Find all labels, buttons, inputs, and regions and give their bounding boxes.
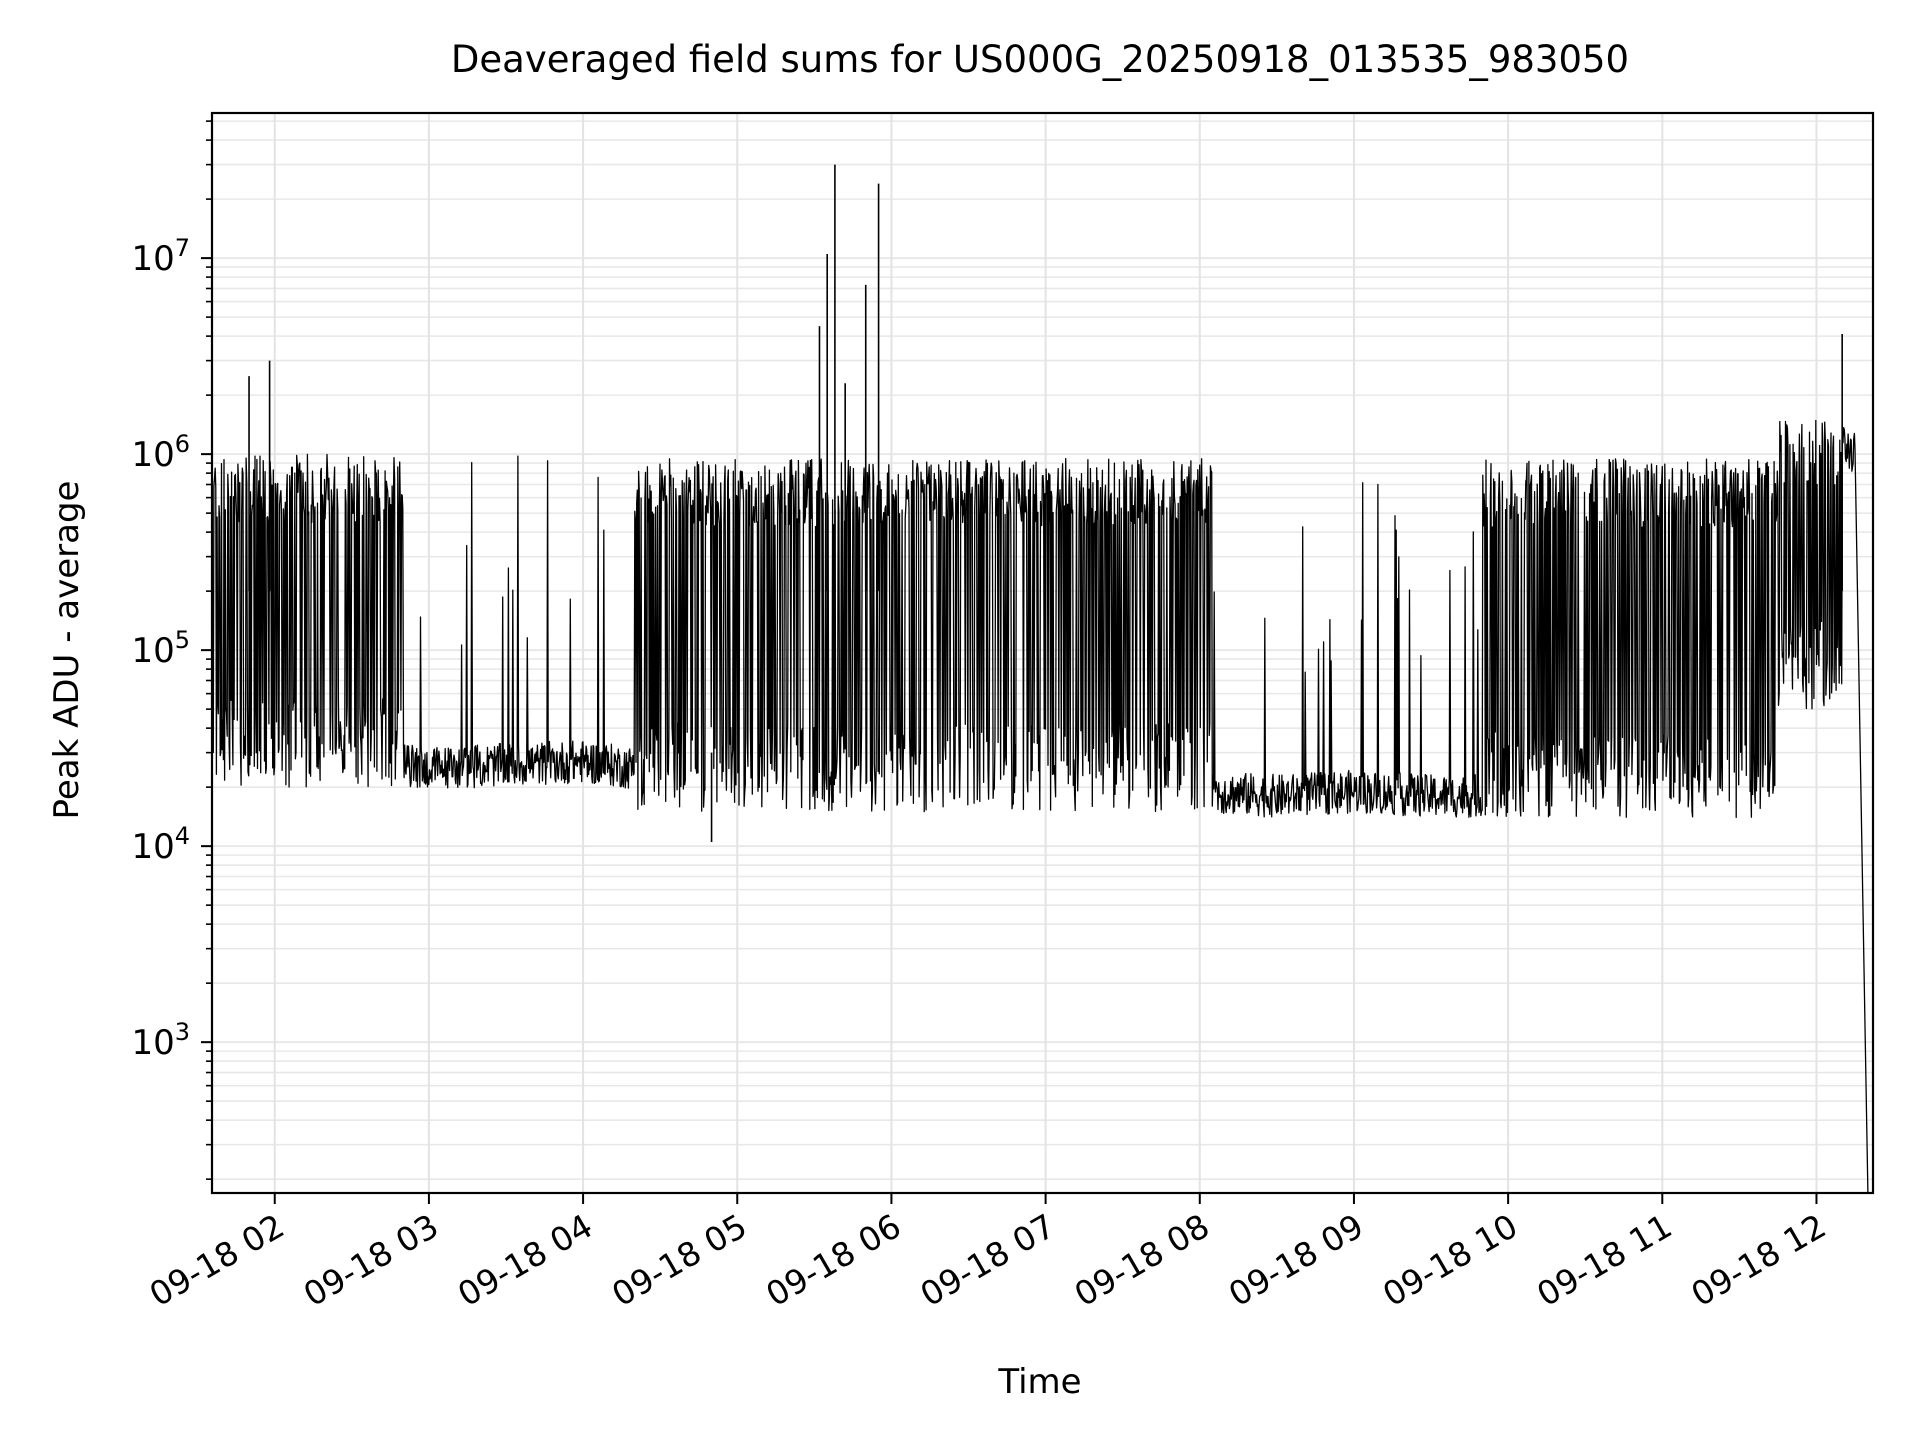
series-layer (211, 164, 1869, 1194)
x-axis-label: Time (997, 1362, 1081, 1402)
y-tick-label: 107 (131, 234, 190, 279)
y-tick-label: 106 (131, 430, 190, 475)
y-axis-label: Peak ADU - average (47, 481, 87, 820)
y-tick-label: 103 (131, 1018, 190, 1063)
plot-frame (210, 111, 1875, 1195)
chart-title: Deaveraged field sums for US000G_2025091… (451, 38, 1629, 81)
series-line (211, 419, 1869, 1194)
y-tick-label: 104 (131, 822, 190, 867)
y-tick-label: 105 (131, 626, 190, 671)
